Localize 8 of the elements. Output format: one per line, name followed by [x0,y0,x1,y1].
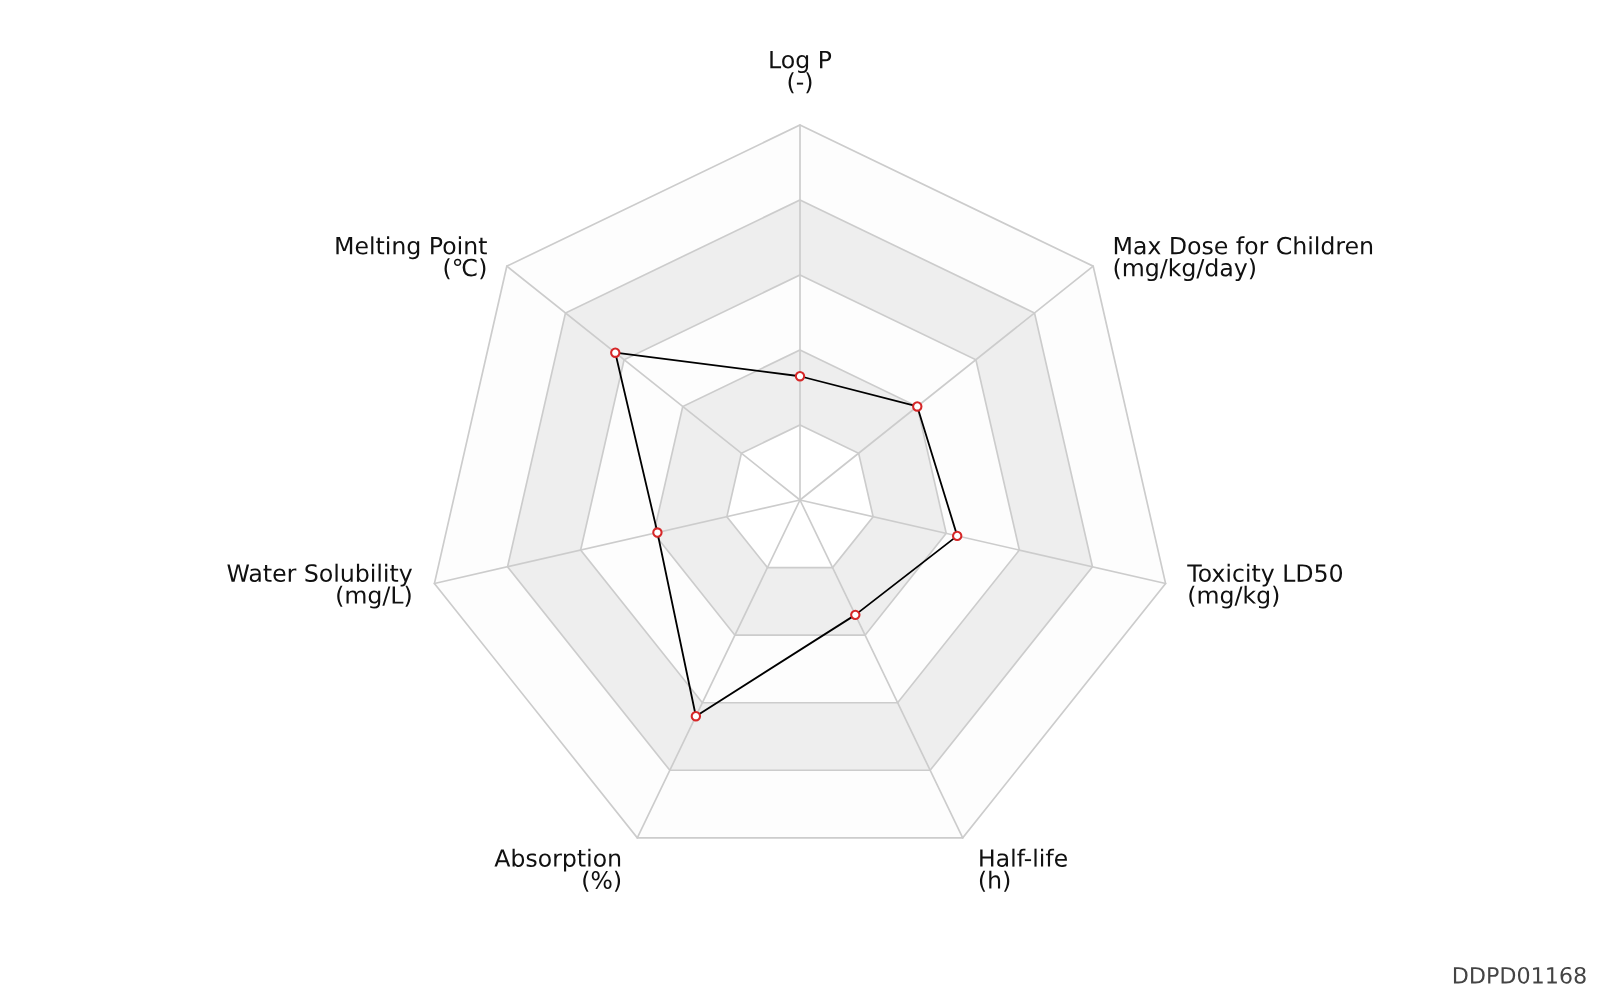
spoke-label: Water Solubility (mg/L) [227,563,412,609]
text: DDPD01168 [1453,966,1586,984]
spoke-label: Melting Point (℃) [336,236,487,280]
spoke-label: Toxicity LD50 (mg/kg) [1187,563,1343,609]
spoke-label: Max Dose for Children (mg/kg/day) [1114,236,1373,282]
spoke-label: Absorption (%) [494,848,621,892]
spoke-label: Half-life (h) [979,848,1067,892]
spoke-label: Log P (-) [770,50,832,94]
